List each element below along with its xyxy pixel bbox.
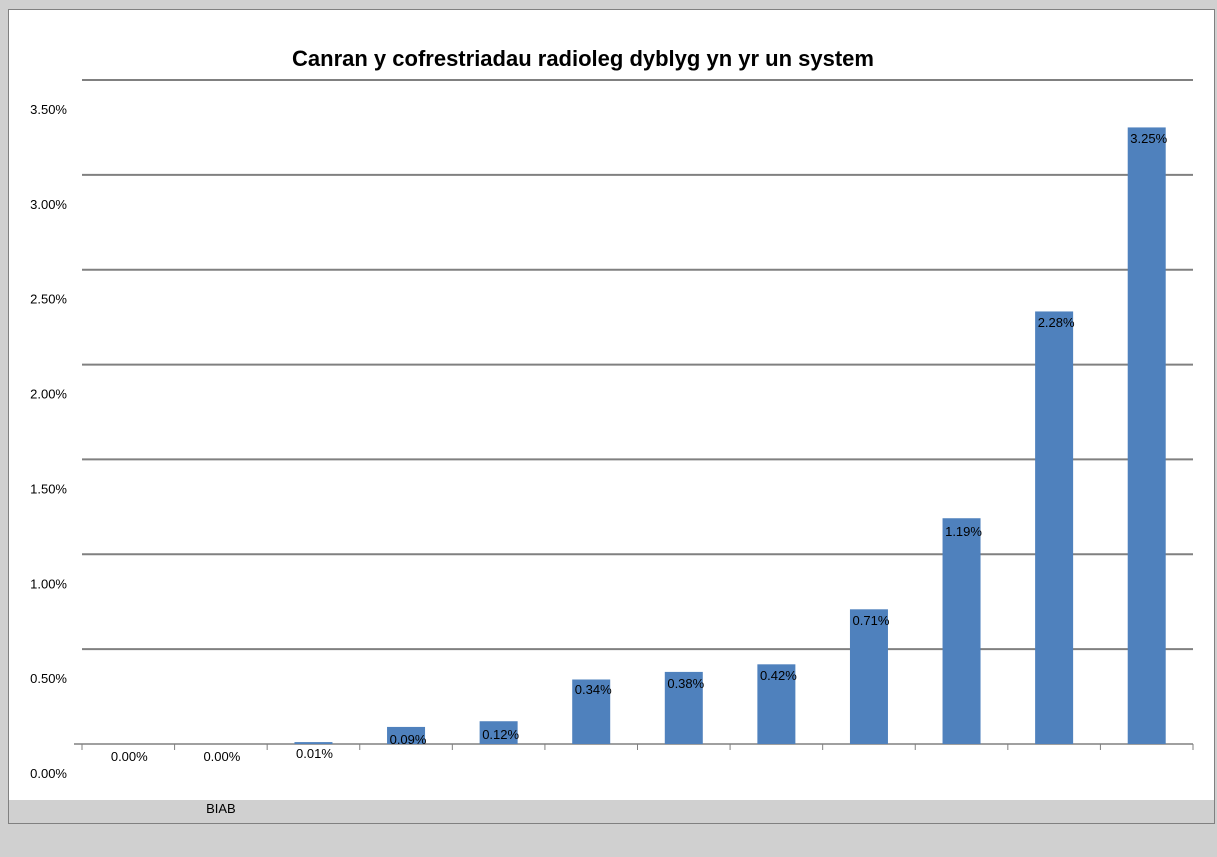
data-label: 0.00% bbox=[203, 749, 240, 764]
data-label: 0.01% bbox=[296, 746, 333, 761]
data-label: 2.28% bbox=[1038, 315, 1075, 330]
bar bbox=[387, 726, 426, 744]
data-label: 0.09% bbox=[390, 732, 427, 747]
bottom-band bbox=[9, 800, 1214, 823]
data-label: 0.12% bbox=[482, 727, 519, 742]
bar bbox=[942, 518, 981, 744]
data-label: 0.38% bbox=[667, 676, 704, 691]
bar bbox=[1127, 127, 1166, 744]
bar bbox=[849, 609, 888, 744]
data-label: 3.25% bbox=[1130, 131, 1167, 146]
y-tick-label: 0.00% bbox=[30, 766, 67, 781]
bar bbox=[664, 671, 703, 744]
bar bbox=[757, 664, 796, 744]
y-tick-label: 3.00% bbox=[30, 197, 67, 212]
data-label: 0.34% bbox=[575, 682, 612, 697]
y-tick-label: 0.50% bbox=[30, 671, 67, 686]
data-label: 0.00% bbox=[111, 749, 148, 764]
chart-frame bbox=[8, 9, 1215, 824]
chart-title: Canran y cofrestriadau radioleg dyblyg y… bbox=[292, 46, 874, 71]
bar bbox=[479, 721, 518, 744]
y-tick-label: 3.50% bbox=[30, 102, 67, 117]
y-tick-label: 2.00% bbox=[30, 387, 67, 402]
bar bbox=[1035, 311, 1074, 744]
y-tick-label: 1.50% bbox=[30, 481, 67, 496]
x-tick-label: BIAB bbox=[206, 801, 236, 816]
y-tick-label: 2.50% bbox=[30, 292, 67, 307]
bar bbox=[572, 679, 611, 744]
data-label: 0.42% bbox=[760, 668, 797, 683]
data-label: 1.19% bbox=[945, 524, 982, 539]
bar bbox=[294, 742, 333, 744]
data-label: 0.71% bbox=[853, 613, 890, 628]
y-tick-label: 1.00% bbox=[30, 576, 67, 591]
